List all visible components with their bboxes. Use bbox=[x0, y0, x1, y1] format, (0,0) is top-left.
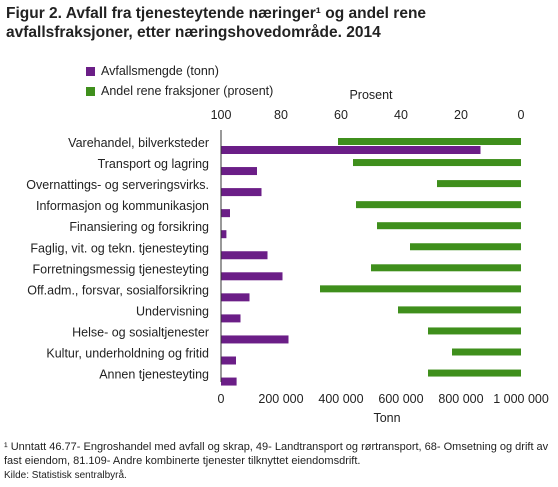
top-tick-label: 80 bbox=[274, 108, 288, 122]
category-label: Finansiering og forsikring bbox=[69, 220, 209, 234]
share-bar bbox=[452, 348, 521, 356]
share-bar bbox=[353, 159, 521, 167]
share-bar bbox=[428, 327, 521, 335]
legend-item-share: Andel rene fraksjoner (prosent) bbox=[86, 81, 273, 101]
footnote: ¹ Unntatt 46.77- Engroshandel med avfall… bbox=[4, 441, 549, 467]
category-label: Off.adm., forsvar, sosialforsikring bbox=[27, 283, 209, 297]
category-label: Transport og lagring bbox=[98, 157, 209, 171]
share-bar bbox=[437, 180, 521, 188]
waste-bar bbox=[221, 146, 481, 154]
share-bar bbox=[356, 201, 521, 209]
top-axis-label: Prosent bbox=[349, 88, 393, 102]
legend-item-waste: Avfallsmengde (tonn) bbox=[86, 61, 273, 81]
waste-bar bbox=[221, 377, 237, 386]
share-bar bbox=[398, 306, 521, 314]
chart-title: Figur 2. Avfall fra tjenesteytende nærin… bbox=[6, 5, 427, 41]
legend-label-share: Andel rene fraksjoner (prosent) bbox=[101, 84, 274, 98]
bottom-axis: 0 200 000 400 000 600 000 800 000 1 000 000 bbox=[218, 392, 549, 406]
waste-bar bbox=[221, 230, 227, 239]
bottom-tick-label: 1 000 000 bbox=[493, 392, 549, 406]
waste-bar bbox=[221, 209, 230, 218]
share-bar bbox=[371, 264, 521, 272]
waste-bar bbox=[221, 272, 283, 281]
waste-bar bbox=[221, 251, 268, 260]
waste-bar bbox=[221, 335, 289, 344]
top-tick-label: 60 bbox=[334, 108, 348, 122]
category-label: Varehandel, bilverksteder bbox=[68, 136, 209, 150]
category-label: Annen tjenesteyting bbox=[99, 368, 209, 382]
top-tick-label: 40 bbox=[394, 108, 408, 122]
legend: Avfallsmengde (tonn) Andel rene fraksjon… bbox=[86, 61, 273, 101]
waste-bars bbox=[221, 146, 481, 386]
category-label: Helse- og sosialtjenester bbox=[72, 325, 209, 339]
share-bar bbox=[410, 243, 521, 251]
share-bar bbox=[338, 138, 521, 145]
category-label: Informasjon og kommunikasjon bbox=[36, 199, 209, 213]
bottom-tick-label: 0 bbox=[218, 392, 225, 406]
category-label: Forretningsmessig tjenesteyting bbox=[33, 262, 210, 276]
bottom-tick-label: 200 000 bbox=[258, 392, 303, 406]
waste-bar bbox=[221, 314, 241, 323]
legend-swatch-share bbox=[86, 86, 95, 96]
category-labels: Varehandel, bilverksteder Transport og la… bbox=[26, 136, 209, 382]
top-tick-label: 100 bbox=[211, 108, 232, 122]
share-bar bbox=[428, 369, 521, 377]
top-axis: 100 80 60 40 20 0 bbox=[211, 108, 525, 122]
top-tick-label: 20 bbox=[454, 108, 468, 122]
legend-swatch-waste bbox=[86, 66, 95, 76]
share-bars bbox=[320, 138, 521, 377]
top-tick-label: 0 bbox=[518, 108, 525, 122]
waste-bar bbox=[221, 293, 250, 302]
bottom-tick-label: 800 000 bbox=[438, 392, 483, 406]
bottom-tick-label: 400 000 bbox=[318, 392, 363, 406]
legend-label-waste: Avfallsmengde (tonn) bbox=[101, 64, 219, 78]
share-bar bbox=[377, 222, 521, 230]
waste-bar bbox=[221, 167, 257, 176]
bottom-axis-label: Tonn bbox=[373, 411, 400, 425]
share-bar bbox=[320, 285, 521, 293]
bottom-tick-label: 600 000 bbox=[378, 392, 423, 406]
source-note: Kilde: Statistisk sentralbyrå. bbox=[4, 470, 127, 481]
category-label: Undervisning bbox=[136, 304, 209, 318]
waste-bar bbox=[221, 356, 236, 365]
waste-bar bbox=[221, 188, 262, 197]
category-label: Kultur, underholdning og fritid bbox=[46, 347, 209, 361]
category-label: Overnattings- og serveringsvirks. bbox=[26, 178, 209, 192]
category-label: Faglig, vit. og tekn. tjenesteyting bbox=[30, 241, 209, 255]
